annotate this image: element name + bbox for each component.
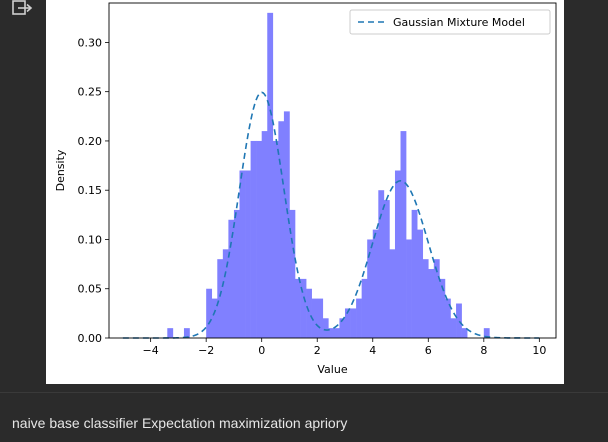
histogram-bars	[167, 12, 490, 339]
histogram-bar	[217, 259, 224, 338]
caption-text: naive base classifier Expectation maximi…	[12, 415, 348, 431]
histogram-bar	[333, 328, 340, 338]
histogram-bar	[183, 328, 190, 338]
y-tick-label: 0.20	[78, 135, 103, 148]
axes-frame	[108, 2, 557, 339]
x-tick-label: −2	[198, 344, 214, 357]
histogram-bar	[444, 298, 451, 338]
x-tick-label: 6	[425, 344, 432, 357]
histogram-bar	[261, 131, 268, 338]
histogram-bar	[278, 121, 285, 339]
x-tick-label: 4	[369, 344, 376, 357]
histogram-bar	[433, 259, 440, 338]
histogram-bar	[289, 209, 296, 338]
legend-box	[349, 9, 551, 35]
histogram-bar	[417, 229, 424, 338]
histogram-bar	[378, 190, 385, 338]
histogram-bar	[206, 288, 213, 338]
histogram-bar	[422, 259, 429, 338]
histogram-bar	[383, 200, 390, 338]
histogram-bar	[367, 239, 374, 338]
histogram-bar	[233, 209, 240, 338]
histogram-bar	[406, 239, 412, 338]
histogram-bar	[295, 278, 301, 338]
histogram-bar	[372, 229, 379, 338]
histogram-bar	[222, 249, 229, 338]
output-gutter	[0, 0, 46, 392]
histogram-bar	[306, 288, 312, 338]
histogram-bar	[211, 298, 218, 338]
histogram-bar	[400, 131, 407, 338]
y-tick-label: 0.30	[78, 36, 103, 49]
histogram-bar	[344, 308, 351, 338]
y-tick-label: 0.10	[78, 233, 103, 246]
legend-label-gmm: Gaussian Mixture Model	[393, 16, 525, 29]
histogram-bar	[339, 318, 346, 338]
y-tick-label: 0.15	[78, 184, 103, 197]
histogram-bar	[272, 140, 279, 338]
histogram-bar	[356, 298, 362, 338]
histogram-bar	[250, 140, 257, 338]
histogram-bar	[267, 12, 274, 338]
histogram-bar	[245, 170, 251, 338]
x-tick-label: 2	[314, 344, 321, 357]
output-export-icon[interactable]	[12, 0, 34, 16]
y-tick-label: 0.05	[78, 283, 103, 296]
histogram-bar	[311, 298, 318, 338]
x-tick-label: −4	[143, 344, 159, 357]
histogram-bar	[361, 278, 368, 338]
x-axis-ticks: −4 −2 0 2 4 6 8 10	[143, 338, 546, 357]
histogram-bar	[456, 303, 462, 338]
histogram-bar	[283, 111, 290, 338]
histogram-bar	[317, 298, 324, 338]
plot-output: −4 −2 0 2 4 6 8 10 0.00 0.05 0.10 0.15 0.20 0.25 0.30…	[46, 0, 564, 384]
histogram-bar	[300, 278, 307, 338]
section-divider	[0, 392, 608, 393]
x-axis-label: Value	[317, 363, 347, 376]
histogram-bar	[394, 170, 401, 338]
histogram-bar	[439, 278, 446, 338]
x-tick-label: 8	[480, 344, 487, 357]
histogram-bar	[239, 170, 246, 338]
histogram-bar	[461, 328, 468, 338]
series-line-gmm	[122, 91, 540, 339]
histogram-bar	[450, 318, 457, 338]
histogram-bar	[483, 328, 490, 338]
y-axis-label: Density	[54, 149, 67, 191]
histogram-bar	[256, 140, 262, 338]
y-tick-label: 0.00	[78, 332, 103, 345]
histogram-bar	[350, 308, 357, 338]
chart-legend: Gaussian Mixture Model	[349, 9, 551, 35]
histogram-bar	[322, 318, 329, 338]
histogram-bar	[228, 219, 235, 338]
histogram-bar	[411, 209, 418, 338]
histogram-bar	[167, 328, 174, 338]
x-tick-label: 10	[532, 344, 546, 357]
y-tick-label: 0.25	[78, 86, 103, 99]
x-tick-label: 0	[258, 344, 265, 357]
histogram-bar	[328, 328, 335, 338]
histogram-chart: −4 −2 0 2 4 6 8 10 0.00 0.05 0.10 0.15 0.20 0.25 0.30…	[54, 2, 557, 376]
histogram-bar	[389, 249, 396, 338]
y-axis-ticks: 0.00 0.05 0.10 0.15 0.20 0.25 0.30	[78, 36, 109, 345]
histogram-bar	[428, 269, 435, 338]
